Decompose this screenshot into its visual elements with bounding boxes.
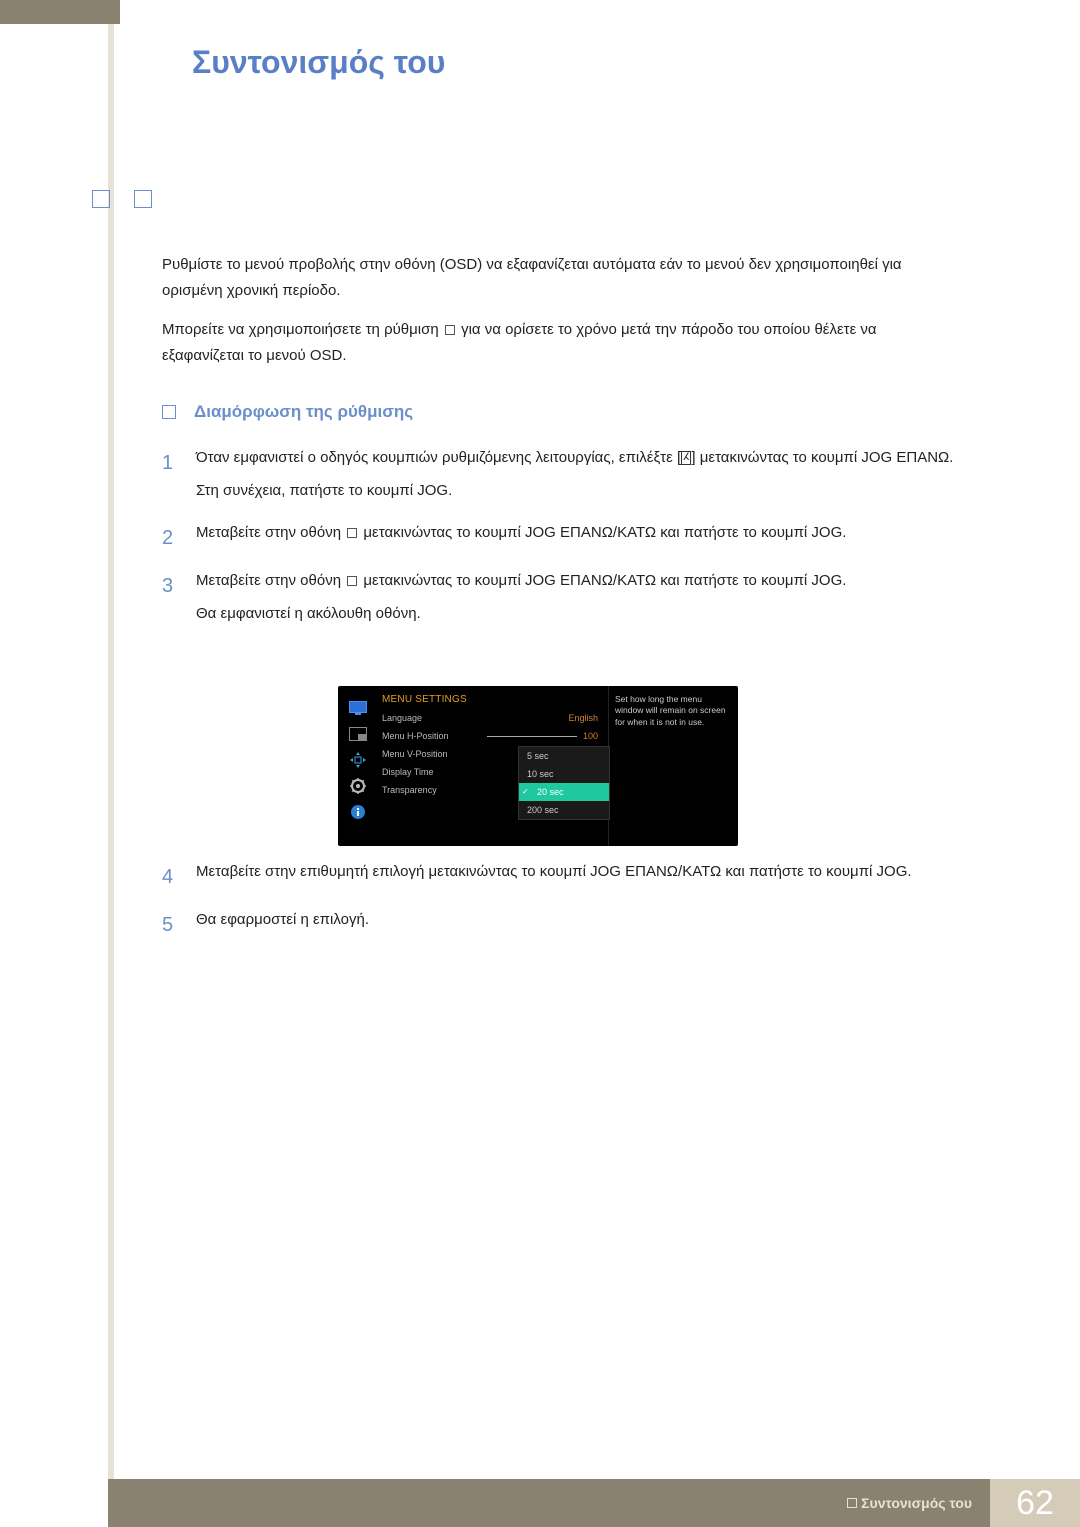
osd-label: Display Time — [382, 767, 434, 777]
section-number — [92, 190, 152, 208]
subsection-header: Διαμόρφωση της ρύθμισης — [162, 402, 413, 422]
placeholder-box — [347, 528, 357, 538]
section-number-box — [92, 190, 110, 208]
step-body: Όταν εμφανιστεί ο οδηγός κουμπιών ρυθμιζ… — [196, 444, 953, 509]
step-4: 4 Μεταβείτε στην επιθυμητή επιλογή μετακ… — [162, 858, 962, 896]
osd-option-20sec: 20 sec — [519, 783, 609, 801]
settings-icon — [349, 778, 367, 794]
step-body: Μεταβείτε στην επιθυμητή επιλογή μετακιν… — [196, 858, 912, 896]
footer-chapter: Συντονισμός του — [108, 1479, 990, 1527]
osd-dropdown: 5 sec 10 sec 20 sec 200 sec — [518, 746, 610, 820]
step5-text: Θα εφαρμοστεί η επιλογή. — [196, 906, 369, 935]
step-body: Μεταβείτε στην οθόνη μετακινώντας το κου… — [196, 567, 846, 632]
step-number: 4 — [162, 858, 178, 896]
placeholder-box — [347, 576, 357, 586]
section-name-box — [134, 190, 152, 208]
page-footer: Συντονισμός του 62 — [108, 1479, 1080, 1527]
osd-icon-rail — [338, 686, 378, 846]
steps-list-continued: 4 Μεταβείτε στην επιθυμητή επιλογή μετακ… — [162, 858, 962, 954]
osd-value: 100 — [583, 731, 598, 741]
osd-option-5sec: 5 sec — [519, 747, 609, 765]
menu-guide-icon: ⵃ — [681, 451, 691, 465]
intro-p2-a: Μπορείτε να χρησιμοποιήσετε τη ρύθμιση — [162, 321, 443, 338]
osd-value: English — [568, 713, 598, 723]
step3-text-a: Μεταβείτε στην οθόνη — [196, 572, 345, 589]
step-5: 5 Θα εφαρμοστεί η επιλογή. — [162, 906, 962, 944]
intro-paragraph-2: Μπορείτε να χρησιμοποιήσετε τη ρύθμιση γ… — [162, 317, 962, 368]
step2-text-a: Μεταβείτε στην οθόνη — [196, 524, 345, 541]
step-1: 1 Όταν εμφανιστεί ο οδηγός κουμπιών ρυθμ… — [162, 444, 962, 509]
osd-menu-panel: MENU SETTINGS Language English Menu H-Po… — [378, 686, 608, 846]
intro-text: Ρυθμίστε το μενού προβολής στην οθόνη (O… — [162, 252, 962, 382]
info-icon — [349, 804, 367, 820]
osd-label: Menu H-Position — [382, 731, 449, 741]
top-accent — [0, 0, 120, 24]
position-icon — [349, 752, 367, 768]
osd-screenshot: MENU SETTINGS Language English Menu H-Po… — [338, 686, 738, 846]
osd-help-panel: Set how long the menu window will remain… — [608, 686, 738, 846]
osd-label: Transparency — [382, 785, 437, 795]
footer-box-icon — [847, 1498, 857, 1508]
step-number: 3 — [162, 567, 178, 632]
step2-text-b: μετακινώντας το κουμπί JOG ΕΠΑΝΩ/ΚΑΤΩ κα… — [359, 524, 846, 541]
placeholder-box — [445, 325, 455, 335]
osd-label: Menu V-Position — [382, 749, 448, 759]
page-number: 62 — [990, 1479, 1080, 1527]
intro-paragraph-1: Ρυθμίστε το μενού προβολής στην οθόνη (O… — [162, 252, 962, 303]
step-3: 3 Μεταβείτε στην οθόνη μετακινώντας το κ… — [162, 567, 962, 632]
osd-row-hposition: Menu H-Position 100 — [382, 731, 602, 741]
osd-row-language: Language English — [382, 713, 602, 723]
step1-text-a: Όταν εμφανιστεί ο οδηγός κουμπιών ρυθμιζ… — [196, 449, 681, 466]
step1-text-b: ] μετακινώντας το κουμπί JOG ΕΠΑΝΩ. — [691, 449, 953, 466]
step-number: 1 — [162, 444, 178, 509]
step-body: Θα εφαρμοστεί η επιλογή. — [196, 906, 369, 944]
step-number: 5 — [162, 906, 178, 944]
osd-slider — [487, 736, 577, 737]
step3-text-c: Θα εμφανιστεί η ακόλουθη οθόνη. — [196, 600, 846, 629]
left-sidebar-rule — [108, 24, 114, 1479]
pip-icon — [349, 726, 367, 742]
osd-menu-header: MENU SETTINGS — [382, 694, 602, 705]
step4-text: Μεταβείτε στην επιθυμητή επιλογή μετακιν… — [196, 858, 912, 887]
steps-list: 1 Όταν εμφανιστεί ο οδηγός κουμπιών ρυθμ… — [162, 444, 962, 642]
chapter-title: Συντονισμός του — [192, 44, 445, 81]
subsection-number-box — [162, 405, 176, 419]
step3-text-b: μετακινώντας το κουμπί JOG ΕΠΑΝΩ/ΚΑΤΩ κα… — [359, 572, 846, 589]
osd-option-200sec: 200 sec — [519, 801, 609, 819]
footer-chapter-text: Συντονισμός του — [861, 1495, 972, 1511]
step-number: 2 — [162, 519, 178, 557]
picture-icon — [349, 700, 367, 716]
osd-option-label: 20 sec — [537, 787, 564, 797]
step1-text-c: Στη συνέχεια, πατήστε το κουμπί JOG. — [196, 477, 953, 506]
subsection-title: Διαμόρφωση της ρύθμισης — [194, 402, 413, 422]
osd-label: Language — [382, 713, 422, 723]
step-2: 2 Μεταβείτε στην οθόνη μετακινώντας το κ… — [162, 519, 962, 557]
osd-option-10sec: 10 sec — [519, 765, 609, 783]
step-body: Μεταβείτε στην οθόνη μετακινώντας το κου… — [196, 519, 846, 557]
